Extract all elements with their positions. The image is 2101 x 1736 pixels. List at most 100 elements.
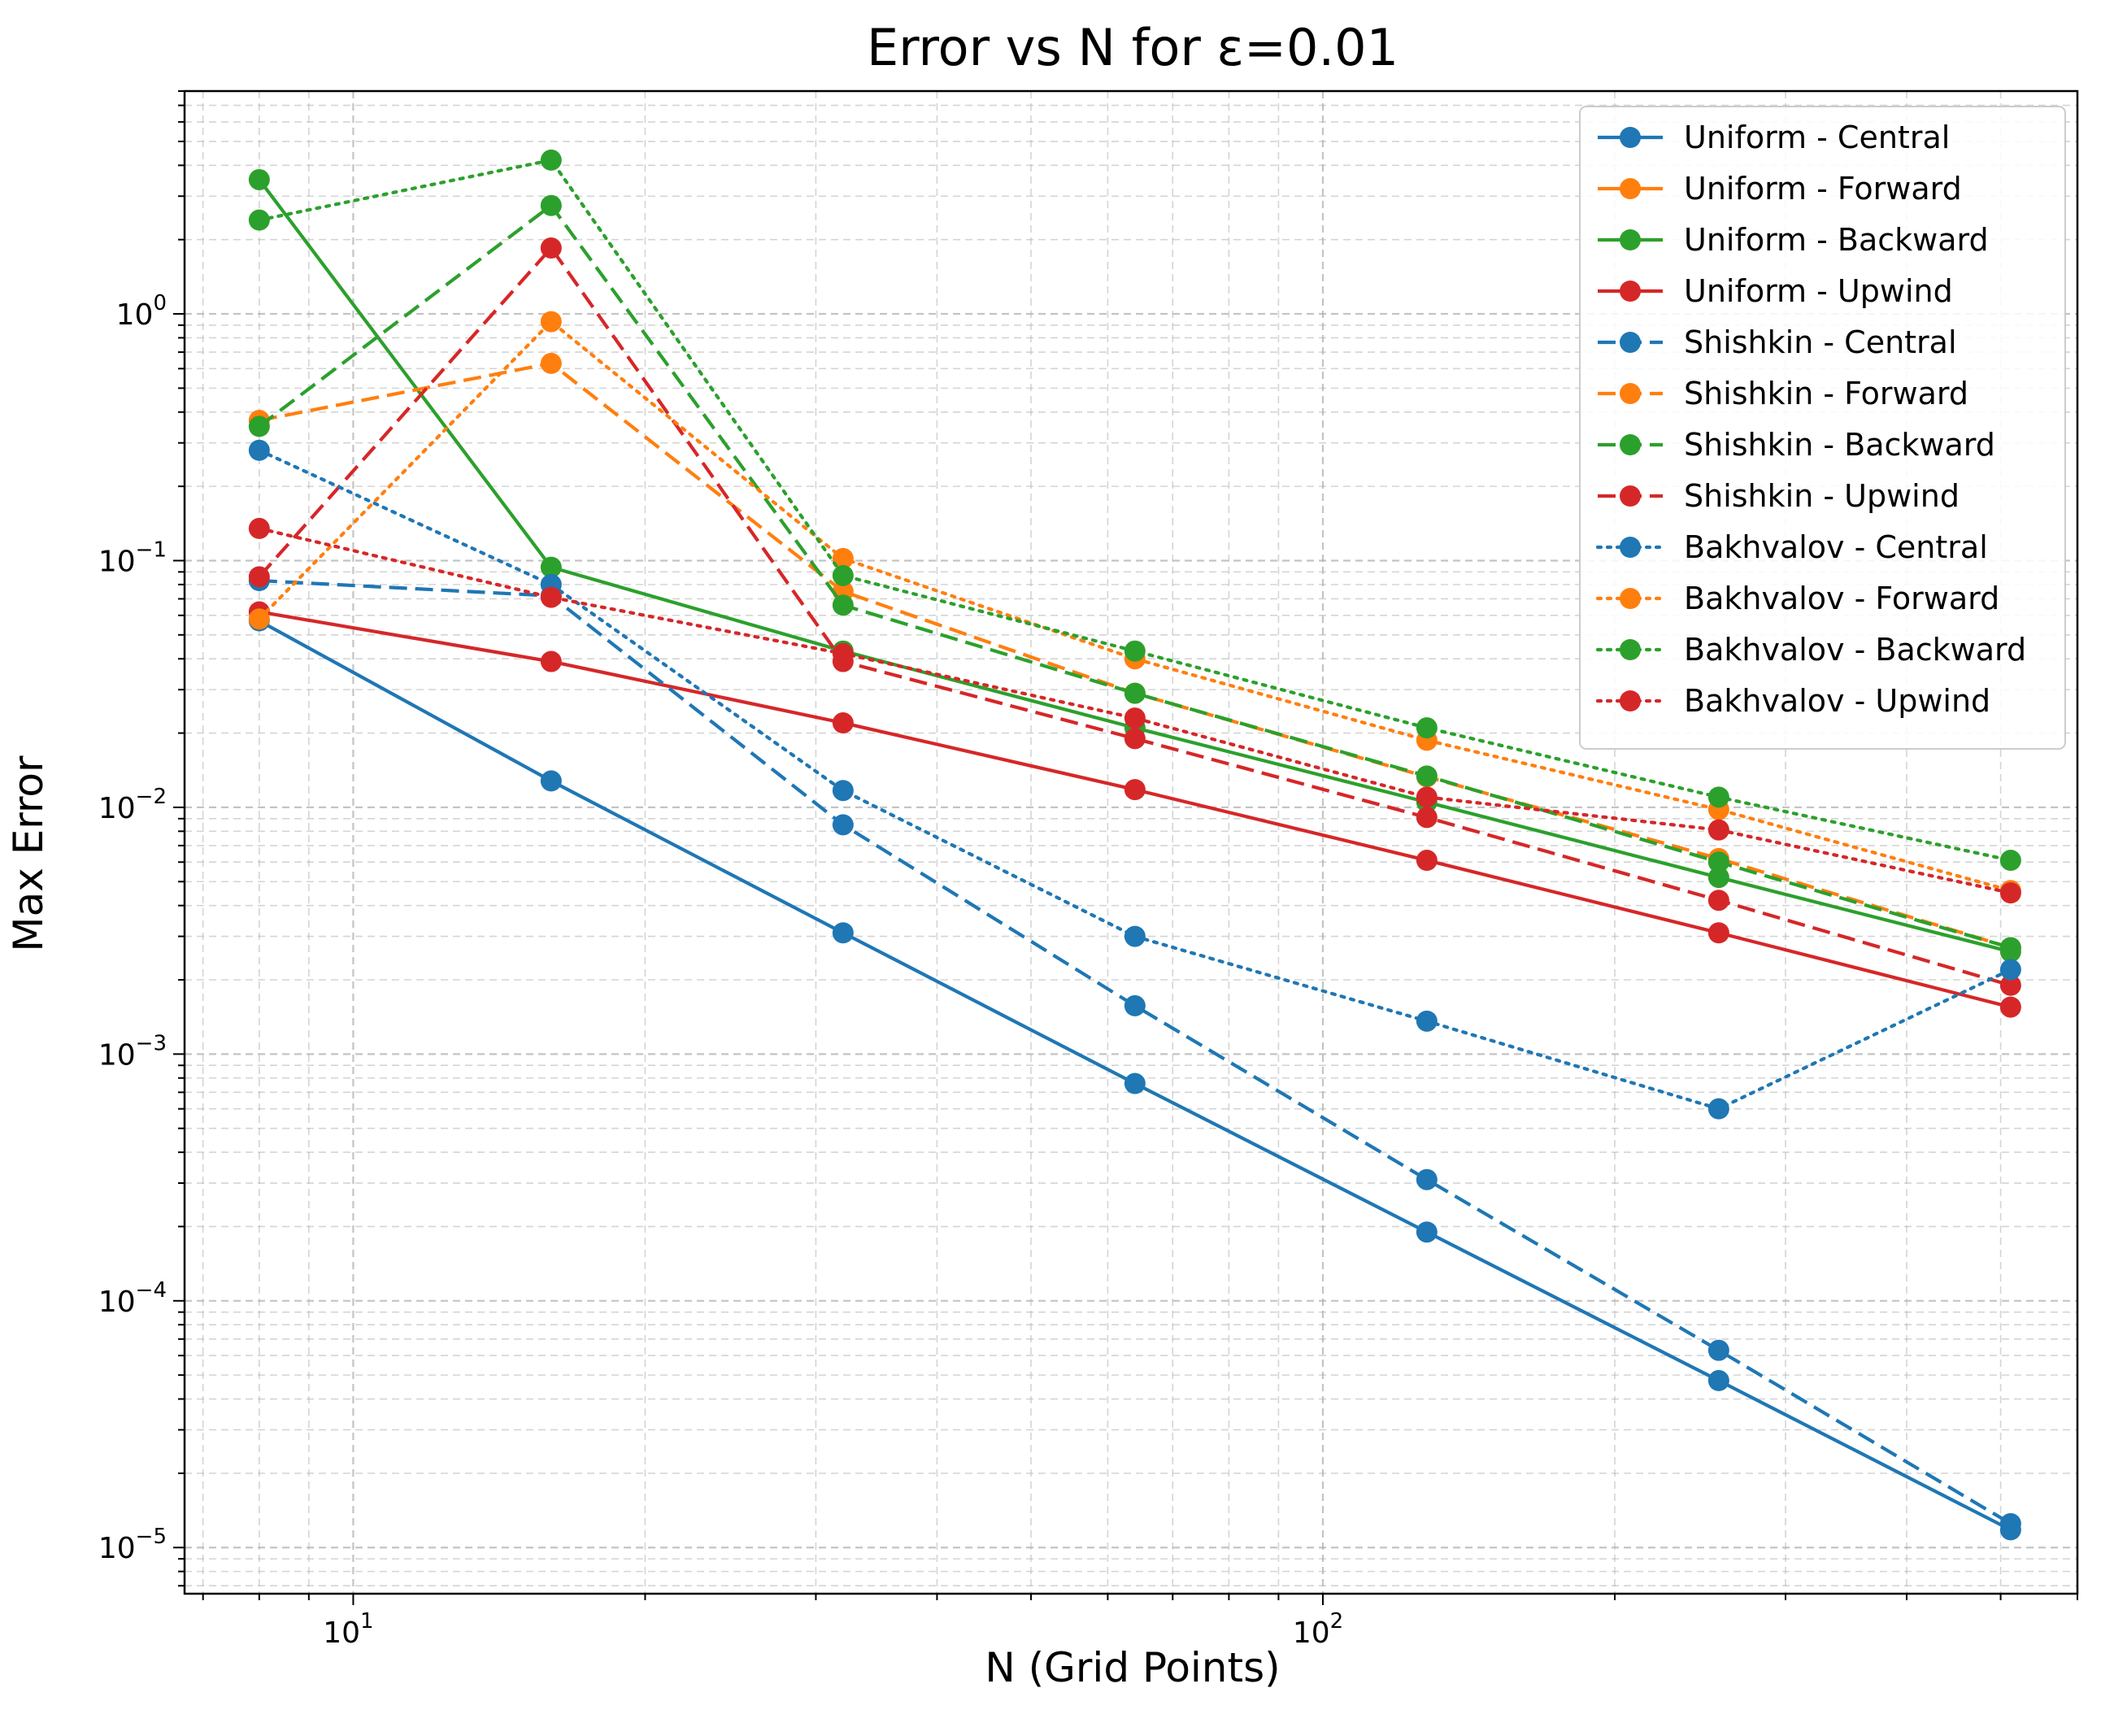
data-point xyxy=(1416,1168,1438,1190)
legend-box xyxy=(1579,106,2066,750)
x-tick-label: 102 xyxy=(1293,1609,1343,1650)
legend-marker xyxy=(1620,690,1641,711)
legend-item: Uniform - Upwind xyxy=(1598,273,1953,309)
data-point xyxy=(248,566,270,588)
data-point xyxy=(1416,786,1438,808)
data-point xyxy=(540,556,562,578)
legend-label: Bakhvalov - Upwind xyxy=(1684,683,1990,719)
data-point xyxy=(1999,974,2021,996)
data-point xyxy=(1999,850,2021,872)
series-shishkin-upwind xyxy=(248,237,2021,996)
data-point xyxy=(248,439,270,461)
legend-label: Shishkin - Upwind xyxy=(1684,478,1960,514)
data-point xyxy=(540,586,562,608)
y-tick-label: 10−3 xyxy=(98,1031,167,1072)
data-point xyxy=(540,149,562,171)
data-point xyxy=(1707,851,1729,873)
legend-item: Bakhvalov - Central xyxy=(1595,529,1988,565)
series-bakhvalov-upwind xyxy=(248,517,2021,904)
legend-label: Bakhvalov - Central xyxy=(1684,529,1988,565)
data-point xyxy=(1999,1512,2021,1534)
data-point xyxy=(248,416,270,437)
data-point xyxy=(832,922,854,944)
legend-item: Shishkin - Backward xyxy=(1598,427,1995,463)
legend-marker xyxy=(1620,588,1641,609)
data-point xyxy=(1707,1339,1729,1361)
legend-item: Bakhvalov - Backward xyxy=(1595,632,2026,668)
data-point xyxy=(1416,807,1438,829)
data-point xyxy=(1416,850,1438,872)
data-point xyxy=(1124,682,1146,704)
chart-title: Error vs N for ε=0.01 xyxy=(867,18,1398,77)
data-point xyxy=(1416,765,1438,787)
series-shishkin-backward xyxy=(248,194,2021,959)
data-point xyxy=(248,209,270,231)
legend-label: Bakhvalov - Backward xyxy=(1684,632,2026,668)
axes-frame xyxy=(183,89,2079,1595)
legend-marker xyxy=(1620,485,1641,507)
legend-item: Shishkin - Forward xyxy=(1598,376,1968,411)
legend-item: Uniform - Backward xyxy=(1598,222,1989,258)
data-point xyxy=(540,237,562,259)
data-point xyxy=(540,352,562,374)
data-point xyxy=(1707,922,1729,944)
legend-marker xyxy=(1620,229,1641,250)
data-point xyxy=(1999,959,2021,981)
data-point xyxy=(832,594,854,616)
data-point xyxy=(832,712,854,734)
legend-marker xyxy=(1620,639,1641,660)
x-axis-label: N (Grid Points) xyxy=(985,1644,1280,1691)
data-point xyxy=(1999,882,2021,904)
legend-label: Uniform - Upwind xyxy=(1684,273,1953,309)
data-point xyxy=(248,517,270,539)
data-point xyxy=(1707,1098,1729,1120)
data-point xyxy=(1707,1369,1729,1391)
data-point xyxy=(540,770,562,792)
legend-marker xyxy=(1620,383,1641,404)
axis-ticks xyxy=(173,90,2078,1605)
legend-label: Shishkin - Central xyxy=(1684,324,1957,360)
series-uniform-upwind xyxy=(248,601,2021,1018)
tick-labels: 101 102 100 10−1 10−2 10−3 10−4 10−5 xyxy=(98,291,1343,1650)
data-point xyxy=(1416,717,1438,739)
data-point xyxy=(1416,1221,1438,1243)
data-point xyxy=(1124,640,1146,662)
data-point xyxy=(1124,1072,1146,1094)
data-point xyxy=(832,547,854,569)
data-point xyxy=(1124,779,1146,801)
data-point xyxy=(1707,786,1729,808)
legend-label: Shishkin - Forward xyxy=(1684,376,1968,411)
legend-item: Uniform - Central xyxy=(1598,120,1950,155)
legend-marker xyxy=(1620,332,1641,353)
data-point xyxy=(1416,1010,1438,1032)
data-point xyxy=(1707,867,1729,889)
data-point xyxy=(540,650,562,672)
data-point xyxy=(540,311,562,333)
legend: Uniform - Central Uniform - Forward Unifor… xyxy=(1579,106,2066,750)
y-tick-label: 100 xyxy=(116,291,167,332)
legend-item: Bakhvalov - Forward xyxy=(1595,581,1999,616)
legend-label: Uniform - Forward xyxy=(1684,171,1962,207)
legend-item: Uniform - Forward xyxy=(1598,171,1962,207)
series-bakhvalov-backward xyxy=(248,149,2021,872)
data-point xyxy=(540,194,562,216)
legend-item: Shishkin - Central xyxy=(1598,324,1957,360)
legend-label: Bakhvalov - Forward xyxy=(1684,581,1999,616)
data-point xyxy=(1124,707,1146,729)
y-tick-label: 10−2 xyxy=(98,785,167,825)
data-point xyxy=(1124,925,1146,947)
data-point xyxy=(1124,728,1146,750)
y-tick-label: 10−1 xyxy=(98,537,167,578)
data-point xyxy=(832,564,854,586)
legend-marker xyxy=(1620,434,1641,455)
legend-marker xyxy=(1620,178,1641,199)
data-series xyxy=(248,149,2021,1541)
y-axis-label: Max Error xyxy=(5,755,52,952)
legend-label: Uniform - Central xyxy=(1684,120,1950,155)
data-point xyxy=(832,814,854,836)
data-point xyxy=(1124,994,1146,1016)
data-point xyxy=(1707,890,1729,912)
y-tick-label: 10−5 xyxy=(98,1525,167,1565)
legend-marker xyxy=(1620,127,1641,148)
